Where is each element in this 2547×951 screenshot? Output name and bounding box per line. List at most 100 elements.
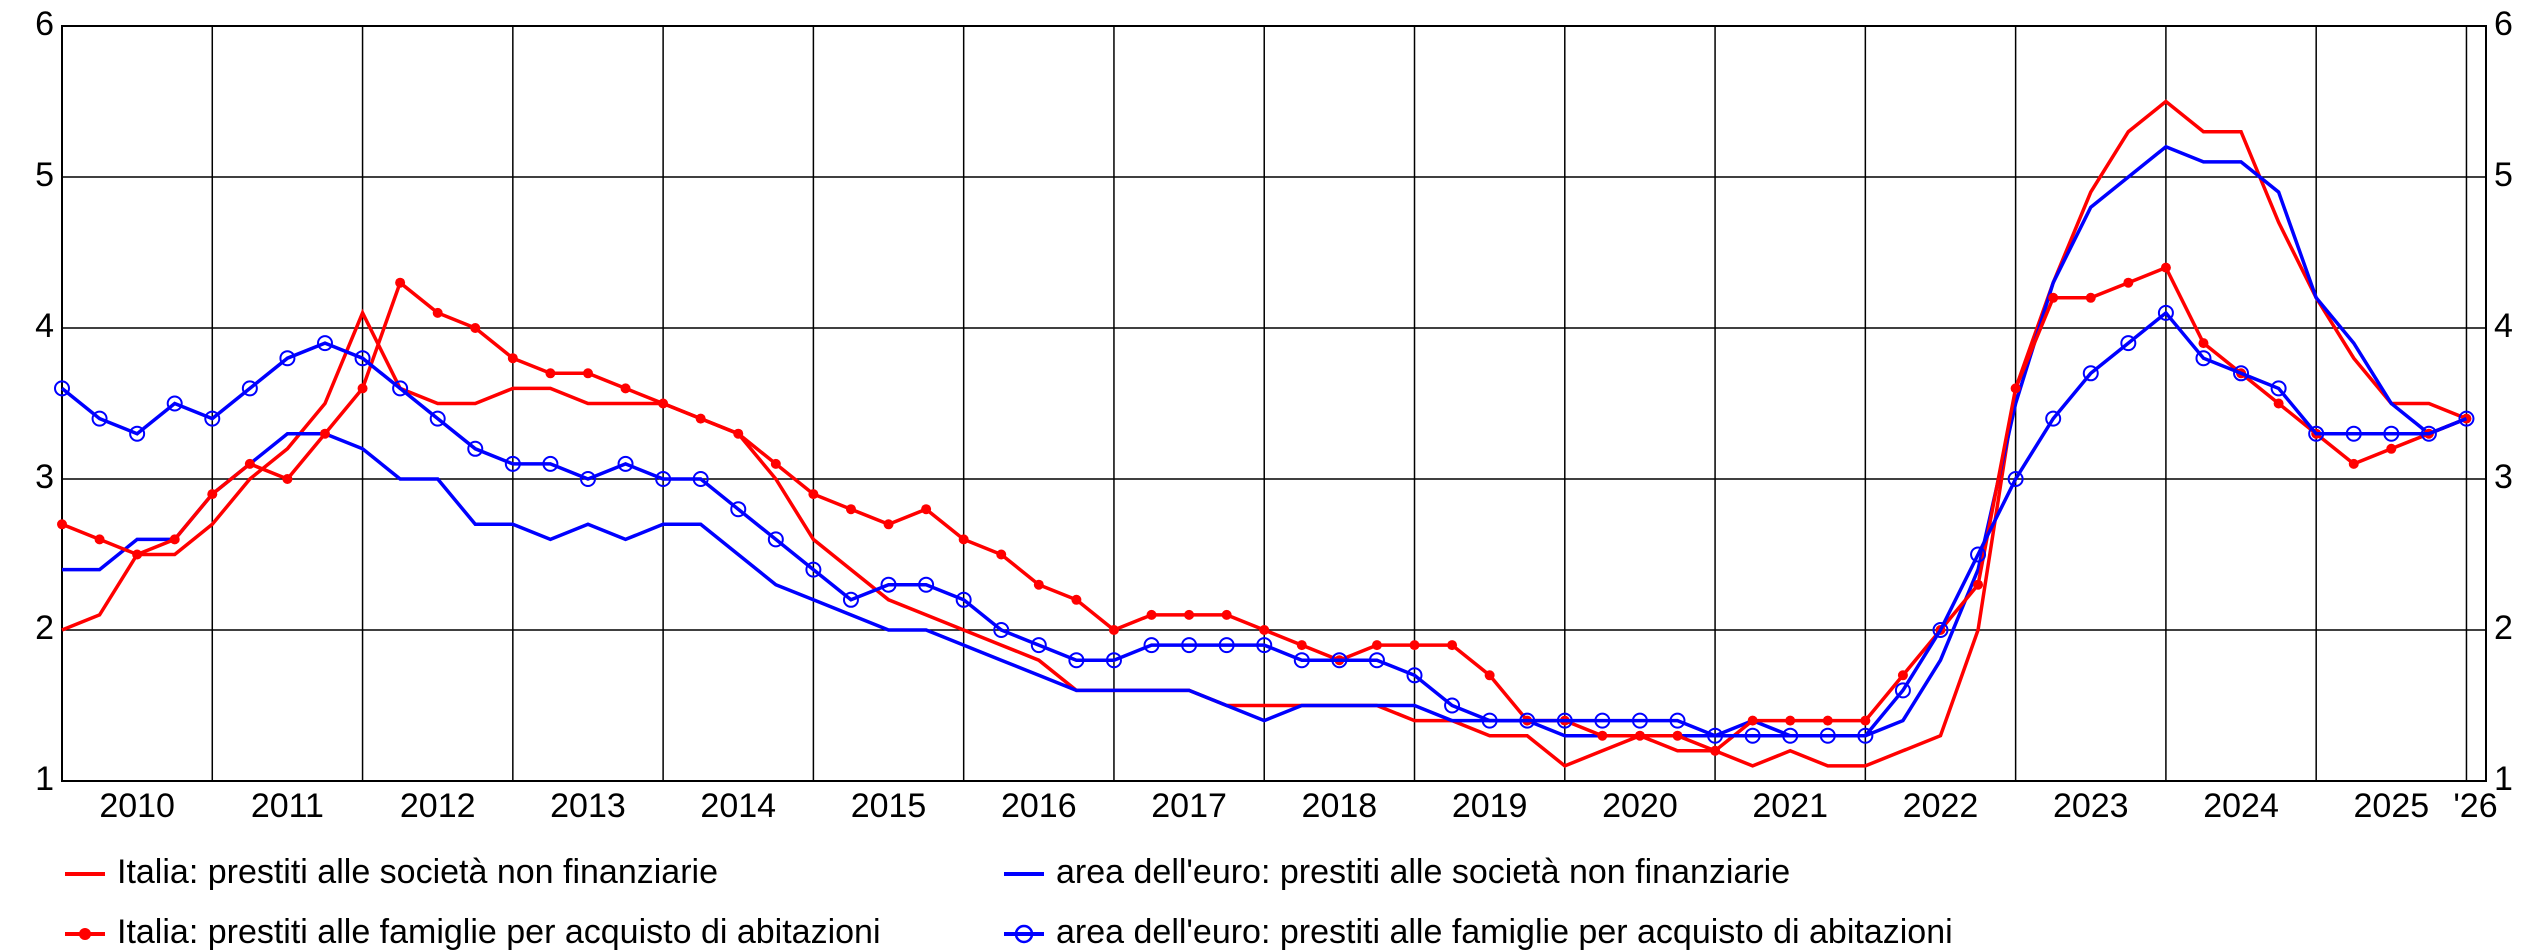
y-tick-label: 3: [35, 458, 54, 496]
y2-tick-label: 2: [2494, 609, 2513, 647]
series-marker: [617, 455, 634, 472]
series-marker: [730, 501, 747, 518]
y2-tick-label: 4: [2494, 307, 2513, 345]
x-tick-label: 2015: [851, 787, 927, 825]
series-marker: [1256, 637, 1273, 654]
y2-tick-label: 6: [2494, 5, 2513, 43]
x-tick-label: 2011: [251, 787, 324, 825]
series-marker: [2270, 380, 2287, 397]
series-marker: [845, 504, 856, 515]
x-tick-label: '26: [2453, 787, 2497, 825]
series-marker: [545, 368, 556, 379]
series-marker: [1970, 546, 1987, 563]
series-marker: [507, 353, 518, 364]
series-marker: [695, 413, 706, 424]
series-marker: [1368, 652, 1385, 669]
x-tick-label: 2014: [700, 787, 776, 825]
series-marker: [467, 440, 484, 457]
series-marker: [244, 458, 255, 469]
series-marker: [2007, 471, 2024, 487]
series-marker: [470, 323, 481, 333]
x-tick-label: 2024: [2203, 787, 2279, 825]
series-marker: [1707, 727, 1724, 744]
series-marker: [733, 428, 744, 439]
series-marker: [808, 489, 819, 500]
series-marker: [2420, 425, 2437, 442]
series-marker: [204, 410, 221, 427]
legend-label: area dell'euro: prestiti alle famiglie p…: [1056, 913, 1953, 951]
series-marker: [2386, 443, 2397, 454]
series-marker: [357, 383, 368, 394]
legend-marker: [1014, 924, 1034, 944]
y-tick-label: 6: [35, 5, 54, 43]
series-marker: [1519, 712, 1536, 729]
series-marker: [94, 534, 105, 545]
y-tick-label: 1: [35, 760, 54, 798]
series-marker: [1218, 637, 1235, 654]
series-marker: [91, 410, 108, 427]
series-marker: [918, 576, 935, 593]
series-marker: [207, 489, 218, 500]
series-marker: [2157, 304, 2174, 321]
series-marker: [2273, 398, 2284, 409]
series-marker: [1484, 670, 1495, 681]
x-tick-label: 2016: [1001, 787, 1077, 825]
series-marker: [2085, 292, 2096, 303]
series-marker: [1033, 579, 1044, 590]
series-marker: [1672, 730, 1683, 741]
series-marker: [1181, 637, 1198, 654]
x-tick-label: 2018: [1302, 787, 1378, 825]
series-marker: [582, 368, 593, 379]
series-marker: [1108, 625, 1119, 635]
series-marker: [770, 458, 781, 469]
series-marker: [1897, 670, 1908, 681]
series-marker: [1634, 730, 1645, 741]
series-marker: [1259, 625, 1270, 635]
series-marker: [2233, 365, 2250, 382]
series-marker: [1822, 715, 1833, 726]
series-marker: [2345, 425, 2362, 442]
series-marker: [620, 383, 631, 394]
series-marker: [880, 576, 897, 593]
x-tick-label: 2010: [99, 787, 175, 825]
legend-label: Italia: prestiti alle famiglie per acqui…: [117, 913, 881, 951]
series-marker: [1932, 622, 1949, 638]
series-marker: [241, 380, 258, 397]
series-marker: [842, 591, 859, 608]
series-marker: [1857, 727, 1874, 744]
series-marker: [1331, 652, 1348, 669]
series-marker: [1669, 712, 1686, 729]
series-marker: [316, 335, 333, 352]
series-marker: [1894, 682, 1911, 699]
series-line: [62, 144, 2468, 738]
series-marker: [1146, 609, 1157, 620]
series-marker: [2198, 338, 2209, 349]
series-marker: [958, 534, 969, 545]
series-marker: [996, 549, 1007, 560]
series-marker: [1481, 712, 1498, 729]
series-marker: [1597, 730, 1608, 741]
series-marker: [921, 504, 932, 515]
series-marker: [767, 531, 784, 548]
series-marker: [432, 307, 443, 318]
series-marker: [54, 380, 70, 397]
series-marker: [1594, 712, 1611, 729]
series-marker: [1744, 727, 1761, 744]
series-marker: [2383, 425, 2400, 442]
series-marker: [1785, 715, 1796, 726]
series-marker: [392, 380, 409, 397]
series-marker: [1444, 697, 1461, 714]
series-marker: [1030, 637, 1047, 654]
series-marker: [1371, 640, 1382, 651]
x-tick-label: 2021: [1752, 787, 1828, 825]
series-marker: [166, 395, 183, 412]
x-tick-label: 2017: [1151, 787, 1227, 825]
series-marker: [2048, 292, 2059, 303]
x-tick-label: 2023: [2053, 787, 2129, 825]
x-tick-label: 2012: [400, 787, 476, 825]
series-marker: [2123, 277, 2134, 288]
series-marker: [1296, 640, 1307, 651]
series-marker: [1068, 652, 1085, 669]
series-marker: [993, 622, 1010, 638]
series-marker: [1631, 712, 1648, 729]
